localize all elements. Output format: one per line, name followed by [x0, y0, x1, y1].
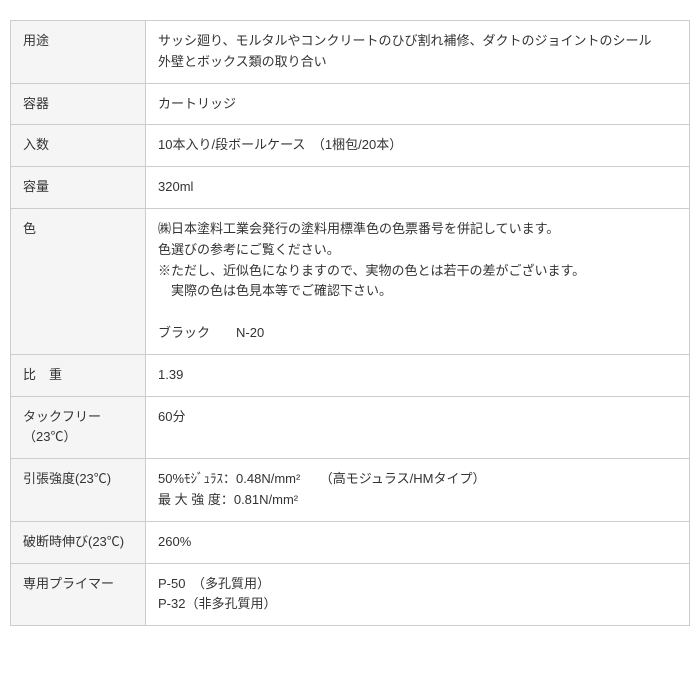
row-value: 50%ﾓｼﾞｭﾗｽ：0.48N/mm² （高モジュラス/HMタイプ）最 大 強 … — [146, 459, 690, 522]
row-value-line: ※ただし、近似色になりますので、実物の色とは若干の差がございます。 — [158, 261, 677, 282]
row-value: 1.39 — [146, 354, 690, 396]
row-value: ㈱日本塗料工業会発行の塗料用標準色の色票番号を併記しています。色選びの参考にご覧… — [146, 208, 690, 354]
row-value-line: 320ml — [158, 177, 677, 198]
row-label: 容器 — [11, 83, 146, 125]
row-value-line: 外壁とボックス類の取り合い — [158, 52, 677, 73]
row-value: 60分 — [146, 396, 690, 459]
row-value: カートリッジ — [146, 83, 690, 125]
row-value-line: カートリッジ — [158, 94, 677, 115]
row-value-line: 60分 — [158, 407, 677, 428]
table-row: 引張強度(23℃)50%ﾓｼﾞｭﾗｽ：0.48N/mm² （高モジュラス/HMタ… — [11, 459, 690, 522]
row-value-line: 1.39 — [158, 365, 677, 386]
row-value-line: 50%ﾓｼﾞｭﾗｽ：0.48N/mm² （高モジュラス/HMタイプ） — [158, 469, 677, 490]
table-row: 容器カートリッジ — [11, 83, 690, 125]
row-value: 320ml — [146, 167, 690, 209]
table-row: 入数 10本入り/段ボールケース （1梱包/20本） — [11, 125, 690, 167]
row-label: 用途 — [11, 21, 146, 84]
table-row: 容量 320ml — [11, 167, 690, 209]
table-row: 破断時伸び(23℃) 260% — [11, 521, 690, 563]
row-value-line: 最 大 強 度：0.81N/mm² — [158, 490, 677, 511]
table-row: 比 重 1.39 — [11, 354, 690, 396]
row-label: 専用プライマー — [11, 563, 146, 626]
row-value: サッシ廻り、モルタルやコンクリートのひび割れ補修、ダクトのジョイントのシール外壁… — [146, 21, 690, 84]
row-value-line: ブラック N-20 — [158, 323, 677, 344]
row-value-line: P-32（非多孔質用） — [158, 594, 677, 615]
row-value: 10本入り/段ボールケース （1梱包/20本） — [146, 125, 690, 167]
spec-table: 用途サッシ廻り、モルタルやコンクリートのひび割れ補修、ダクトのジョイントのシール… — [10, 20, 690, 626]
row-value-line: 260% — [158, 532, 677, 553]
row-value-line: P-50 （多孔質用） — [158, 574, 677, 595]
table-row: 色㈱日本塗料工業会発行の塗料用標準色の色票番号を併記しています。色選びの参考にご… — [11, 208, 690, 354]
row-label: 引張強度(23℃) — [11, 459, 146, 522]
row-label: 容量 — [11, 167, 146, 209]
row-value-line — [158, 302, 677, 323]
table-row: タックフリー（23℃） 60分 — [11, 396, 690, 459]
row-value-line: 10本入り/段ボールケース （1梱包/20本） — [158, 135, 677, 156]
row-label: 色 — [11, 208, 146, 354]
spec-table-body: 用途サッシ廻り、モルタルやコンクリートのひび割れ補修、ダクトのジョイントのシール… — [11, 21, 690, 626]
row-value-line: サッシ廻り、モルタルやコンクリートのひび割れ補修、ダクトのジョイントのシール — [158, 31, 677, 52]
row-value-line: 実際の色は色見本等でご確認下さい。 — [158, 281, 677, 302]
table-row: 用途サッシ廻り、モルタルやコンクリートのひび割れ補修、ダクトのジョイントのシール… — [11, 21, 690, 84]
row-value: P-50 （多孔質用）P-32（非多孔質用） — [146, 563, 690, 626]
row-label: 比 重 — [11, 354, 146, 396]
row-label: 入数 — [11, 125, 146, 167]
table-row: 専用プライマーP-50 （多孔質用）P-32（非多孔質用） — [11, 563, 690, 626]
row-label: 破断時伸び(23℃) — [11, 521, 146, 563]
row-label: タックフリー（23℃） — [11, 396, 146, 459]
row-value: 260% — [146, 521, 690, 563]
row-value-line: ㈱日本塗料工業会発行の塗料用標準色の色票番号を併記しています。 — [158, 219, 677, 240]
row-value-line: 色選びの参考にご覧ください。 — [158, 240, 677, 261]
